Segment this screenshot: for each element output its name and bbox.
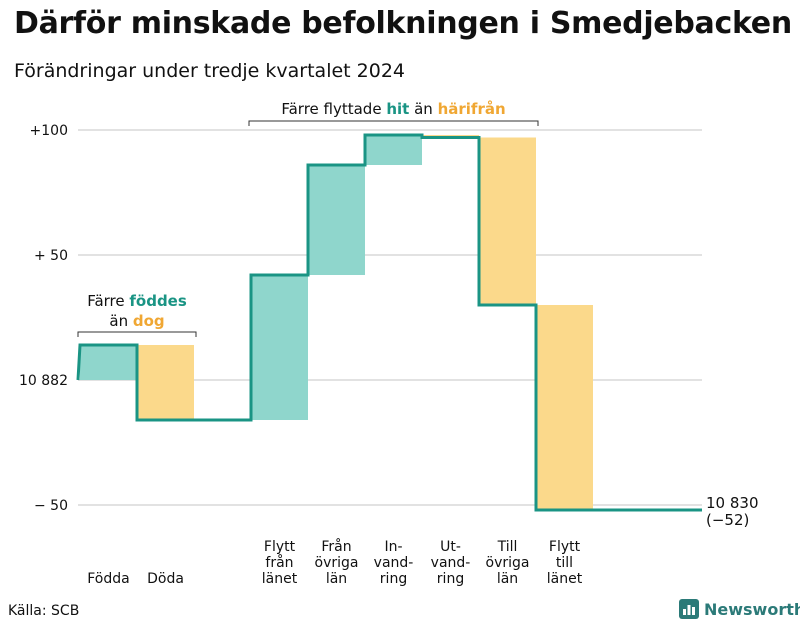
annotation-births-deaths: Färre föddes	[87, 292, 187, 310]
annotation-text-part: härifrån	[438, 100, 506, 118]
x-tick-label: länet	[547, 571, 583, 587]
x-tick-label: Döda	[147, 571, 184, 587]
waterfall-bar	[80, 345, 137, 380]
x-tick-label: Flytt	[264, 539, 296, 555]
annotation-bracket	[248, 120, 539, 126]
waterfall-bar	[251, 275, 308, 420]
annotation-bracket	[77, 331, 197, 337]
waterfall-bar	[479, 137, 536, 305]
brand-name: Newsworthy	[704, 599, 800, 619]
y-tick-label: +100	[30, 123, 68, 139]
x-tick-label: länet	[262, 571, 298, 587]
x-tick-label: ring	[380, 571, 407, 587]
x-tick-label: övriga	[315, 555, 359, 571]
x-tick-label: In-	[384, 539, 402, 555]
brand-logo: Newsworthy	[679, 599, 800, 619]
x-tick-label: län	[326, 571, 347, 587]
y-tick-label: − 50	[34, 498, 68, 514]
chart-subtitle: Förändringar under tredje kvartalet 2024	[14, 60, 406, 82]
y-tick-label: 10 882	[19, 373, 68, 389]
chart-title: Därför minskade befolkningen i Smedjebac…	[14, 6, 792, 41]
x-tick-label: Från	[321, 538, 351, 555]
source-note: Källa: SCB	[8, 603, 80, 619]
cumulative-line	[76, 133, 702, 512]
end-value-label: (−52)	[706, 511, 749, 529]
x-tick-label: Födda	[87, 571, 129, 587]
annotation-text-part: föddes	[129, 292, 186, 310]
annotation-text-part: Färre	[87, 292, 129, 310]
annotation-text-part: hit	[386, 100, 409, 118]
newsworthy-icon	[679, 599, 699, 619]
annotation-text-part: än	[409, 100, 437, 118]
end-value-label: 10 830	[706, 494, 759, 512]
waterfall-bar	[536, 305, 593, 510]
annotation-text-part: dog	[133, 312, 165, 330]
annotation-births-deaths: än dog	[109, 312, 164, 330]
x-tick-label: övriga	[486, 555, 530, 571]
x-tick-label: vand-	[431, 555, 471, 571]
x-tick-label: ring	[437, 571, 464, 587]
annotation-text-part: än	[109, 312, 132, 330]
x-tick-label: till	[556, 555, 573, 571]
x-tick-label: Ut-	[440, 539, 461, 555]
waterfall-bar	[308, 165, 365, 275]
annotation-text-part: Färre flyttade	[281, 100, 386, 118]
y-tick-label: + 50	[34, 248, 68, 264]
x-tick-label: från	[265, 554, 293, 571]
x-tick-label: Till	[497, 539, 518, 555]
annotation-migration: Färre flyttade hit än härifrån	[281, 100, 505, 118]
x-tick-label: Flytt	[549, 539, 581, 555]
waterfall-bar	[365, 135, 422, 165]
x-tick-label: vand-	[374, 555, 414, 571]
waterfall-bar	[137, 345, 194, 420]
x-tick-label: län	[497, 571, 518, 587]
